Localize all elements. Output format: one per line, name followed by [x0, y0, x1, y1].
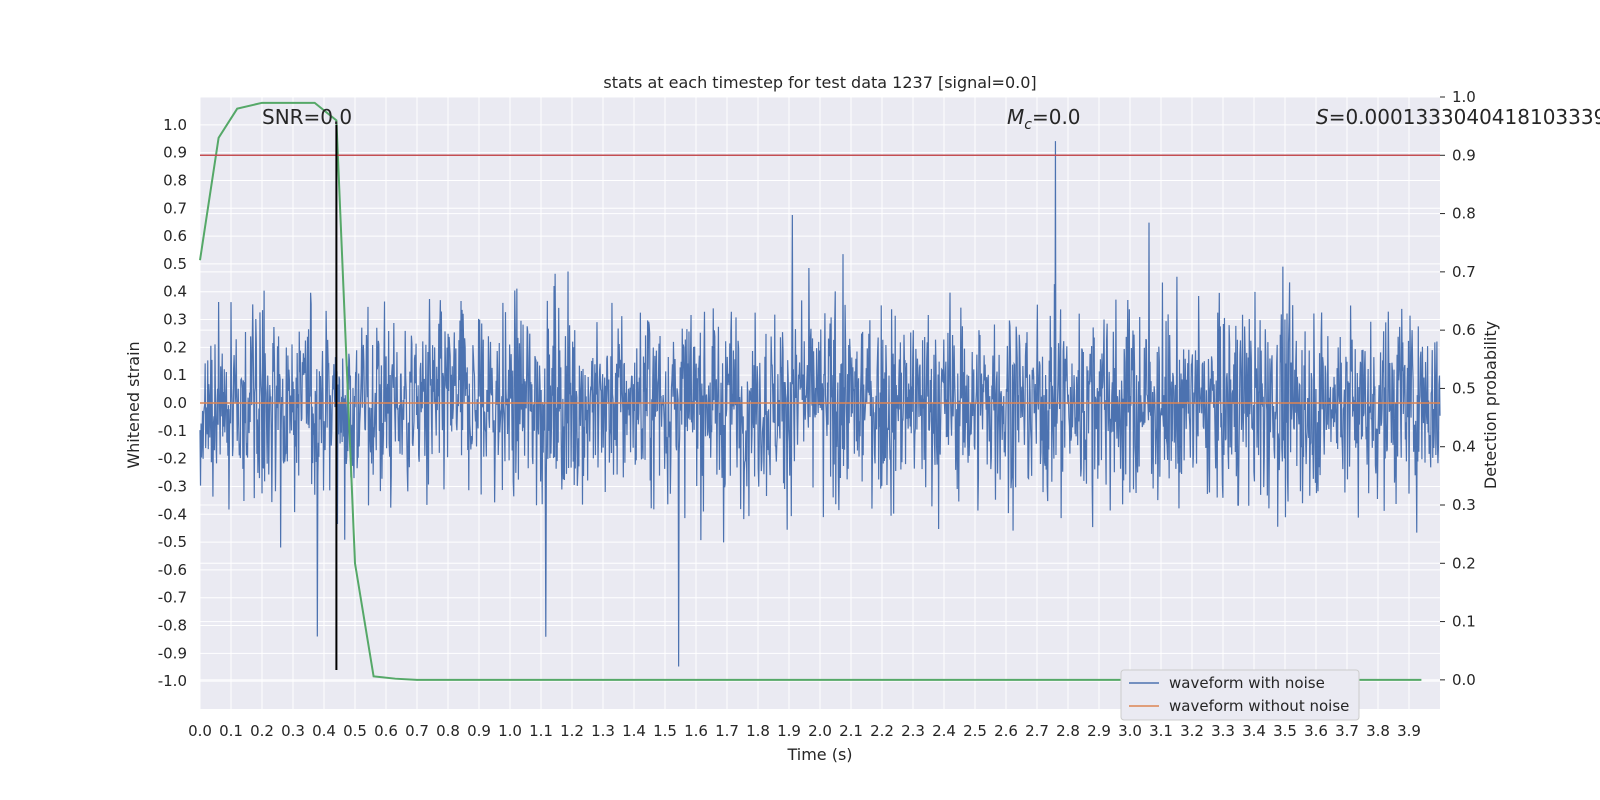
y2-tick-label: 0.4: [1452, 438, 1476, 456]
y-tick-label: 0.8: [163, 171, 187, 189]
x-tick-label: 3.3: [1211, 722, 1235, 740]
y-tick-label: 0.0: [163, 394, 187, 412]
x-tick-label: 0.3: [281, 722, 305, 740]
y-tick-label: 0.9: [163, 144, 187, 162]
x-tick-label: 0.4: [312, 722, 336, 740]
x-tick-label: 1.5: [653, 722, 677, 740]
snr-annotation: SNR=0.0: [262, 105, 352, 129]
x-tick-label: 2.3: [901, 722, 925, 740]
x-tick-label: 1.7: [715, 722, 739, 740]
x-tick-label: 2.2: [870, 722, 894, 740]
y2-tick-label: 0.0: [1452, 671, 1476, 689]
y-tick-labels: 1.0 0.9 0.8 0.7 0.6 0.5 0.4 0.3 0.2 0.1 0.0 -0.1 -0.…: [158, 116, 187, 690]
legend-label-clean: waveform without noise: [1169, 697, 1349, 715]
x-tick-label: 1.8: [746, 722, 770, 740]
y2-tick-label: 0.6: [1452, 321, 1476, 339]
x-tick-label: 1.0: [498, 722, 522, 740]
x-tick-label: 0.2: [250, 722, 274, 740]
x-tick-label: 3.1: [1149, 722, 1173, 740]
y-tick-label: 0.1: [163, 366, 187, 384]
mc-value: =0.0: [1032, 105, 1081, 129]
mc-annotation: Mc=0.0: [1007, 105, 1081, 133]
noise-line: [199, 141, 1441, 667]
x-tick-label: 0.8: [436, 722, 460, 740]
x-tick-label: 2.8: [1056, 722, 1080, 740]
mc-subscript: c: [1024, 117, 1032, 133]
legend: waveform with noise waveform without noi…: [1120, 669, 1360, 721]
x-tick-label: 0.9: [467, 722, 491, 740]
y2-tick-labels: 1.0 0.9 0.8 0.7 0.6 0.5 0.4 0.3 0.2 0.1 0.0: [1440, 88, 1476, 689]
y-tick-label: 0.2: [163, 338, 187, 356]
x-tick-label: 0.1: [219, 722, 243, 740]
y-tick-label: -0.1: [158, 422, 187, 440]
y-tick-label: -0.2: [158, 450, 187, 468]
x-tick-label: 2.7: [1025, 722, 1049, 740]
x-tick-label: 1.2: [560, 722, 584, 740]
x-tick-label: 2.0: [808, 722, 832, 740]
x-tick-label: 2.5: [963, 722, 987, 740]
y2-tick-label: 0.2: [1452, 554, 1476, 572]
y-axis-label: Whitened strain: [124, 341, 143, 468]
y-tick-label: -0.8: [158, 617, 187, 635]
mc-symbol: M: [1007, 105, 1024, 129]
y-tick-label: 0.7: [163, 199, 187, 217]
y-tick-label: 0.5: [163, 255, 187, 273]
x-tick-label: 1.3: [591, 722, 615, 740]
x-tick-label: 2.1: [839, 722, 863, 740]
x-tick-label: 1.1: [529, 722, 553, 740]
y-tick-label: 0.3: [163, 311, 187, 329]
legend-box: [1120, 669, 1360, 721]
x-tick-label: 3.2: [1180, 722, 1204, 740]
y-tick-label: -0.4: [158, 505, 187, 523]
x-tick-label: 0.7: [405, 722, 429, 740]
x-tick-label: 0.5: [343, 722, 367, 740]
x-tick-label: 3.5: [1273, 722, 1297, 740]
y2-tick-label: 0.5: [1452, 379, 1476, 397]
chart-title: stats at each timestep for test data 123…: [603, 73, 1036, 92]
y-tick-label: 0.4: [163, 283, 187, 301]
x-tick-label: 1.9: [777, 722, 801, 740]
series-waveform-with-noise: [199, 141, 1441, 667]
x-tick-label: 3.6: [1304, 722, 1328, 740]
x-tick-label: 2.9: [1087, 722, 1111, 740]
x-tick-label: 2.4: [932, 722, 956, 740]
s-annotation: S=0.00013330404181033395: [1316, 105, 1600, 129]
y2-tick-label: 0.3: [1452, 496, 1476, 514]
y-tick-label: 0.6: [163, 227, 187, 245]
y2-tick-label: 0.7: [1452, 263, 1476, 281]
x-tick-label: 3.7: [1335, 722, 1359, 740]
y-tick-label: -0.9: [158, 644, 187, 662]
s-value: =0.00013330404181033395: [1329, 105, 1600, 129]
x-tick-label: 1.4: [622, 722, 646, 740]
y2-tick-label: 0.8: [1452, 205, 1476, 223]
x-tick-label: 3.8: [1366, 722, 1390, 740]
y-tick-label: -0.6: [158, 561, 187, 579]
y-tick-label: 1.0: [163, 116, 187, 134]
legend-label-noise: waveform with noise: [1169, 674, 1325, 692]
x-tick-labels: 0.0 0.1 0.2 0.3 0.4 0.5 0.6 0.7 0.8 0.9 1.0 1.1 1.2 1…: [188, 722, 1421, 740]
x-tick-label: 1.6: [684, 722, 708, 740]
y2-axis-label: Detection probability: [1481, 321, 1500, 489]
y2-tick-label: 0.9: [1452, 146, 1476, 164]
x-tick-label: 3.4: [1242, 722, 1266, 740]
x-tick-label: 3.9: [1397, 722, 1421, 740]
x-axis-label: Time (s): [786, 745, 852, 764]
y-tick-label: -0.3: [158, 477, 187, 495]
y-tick-label: -1.0: [158, 672, 187, 690]
y-tick-label: -0.7: [158, 589, 187, 607]
x-tick-label: 0.0: [188, 722, 212, 740]
x-tick-label: 0.6: [374, 722, 398, 740]
y2-tick-label: 0.1: [1452, 613, 1476, 631]
x-tick-label: 3.0: [1118, 722, 1142, 740]
y2-tick-label: 1.0: [1452, 88, 1476, 106]
s-symbol: S: [1316, 105, 1329, 129]
y-tick-label: -0.5: [158, 533, 187, 551]
x-tick-label: 2.6: [994, 722, 1018, 740]
